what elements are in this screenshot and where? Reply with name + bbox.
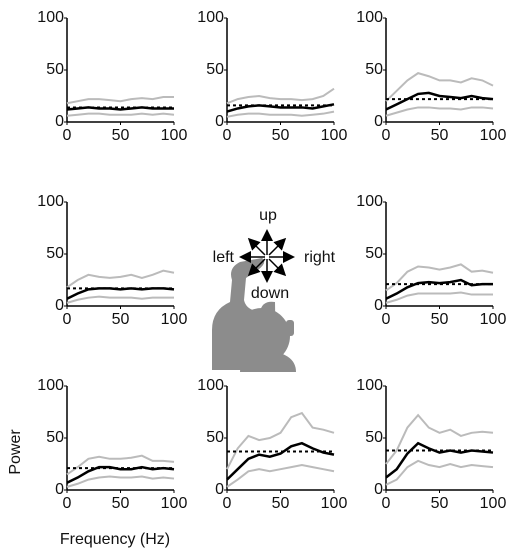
y-tick-label: 0 xyxy=(215,481,224,498)
x-tick-label: 100 xyxy=(480,311,507,328)
y-tick-label: 50 xyxy=(46,245,64,262)
series-line xyxy=(226,411,335,470)
series-line xyxy=(226,110,335,118)
y-tick-label: 100 xyxy=(37,377,64,394)
series-line xyxy=(66,295,174,304)
y-tick-label: 100 xyxy=(37,9,64,26)
y-tick-label: 50 xyxy=(365,429,383,446)
y-tick-label: 0 xyxy=(374,297,383,314)
y-tick-label: 50 xyxy=(365,245,383,262)
series-line xyxy=(226,441,335,481)
direction-arrows xyxy=(239,229,295,283)
x-tick-label: 0 xyxy=(382,127,391,144)
x-tick-label: 100 xyxy=(480,495,507,512)
direction-label: up xyxy=(259,207,277,224)
x-tick-label: 0 xyxy=(223,495,232,512)
y-tick-label: 100 xyxy=(356,9,383,26)
x-tick-label: 50 xyxy=(431,495,449,512)
x-tick-label: 50 xyxy=(112,495,130,512)
x-tick-label: 0 xyxy=(382,311,391,328)
series-line xyxy=(226,103,335,113)
series-line xyxy=(385,291,493,304)
x-tick-label: 100 xyxy=(161,495,188,512)
x-tick-label: 100 xyxy=(161,127,188,144)
direction-label: left xyxy=(213,249,235,266)
y-tick-label: 0 xyxy=(374,113,383,130)
series-line xyxy=(66,465,175,484)
x-tick-label: 50 xyxy=(112,311,130,328)
direction-label: right xyxy=(304,249,336,266)
series-line xyxy=(385,413,494,465)
series-line xyxy=(66,287,175,300)
y-tick-label: 100 xyxy=(37,193,64,210)
x-tick-label: 0 xyxy=(63,495,72,512)
series-line xyxy=(385,106,494,117)
series-line xyxy=(385,278,493,300)
x-tick-label: 0 xyxy=(63,311,72,328)
x-tick-label: 0 xyxy=(223,127,232,144)
x-tick-label: 0 xyxy=(63,127,72,144)
x-tick-label: 100 xyxy=(161,311,188,328)
y-tick-label: 50 xyxy=(206,61,224,78)
series-line xyxy=(226,87,335,105)
series-line xyxy=(226,464,335,488)
y-tick-label: 50 xyxy=(365,61,383,78)
direction-label: down xyxy=(251,285,289,302)
series-line xyxy=(385,441,494,479)
series-line xyxy=(66,269,175,289)
x-axis-label: Frequency (Hz) xyxy=(60,531,170,548)
y-axis-label: Power xyxy=(7,429,24,475)
y-tick-label: 0 xyxy=(55,297,64,314)
y-tick-label: 0 xyxy=(55,113,64,130)
y-tick-label: 100 xyxy=(356,377,383,394)
series-line xyxy=(66,96,174,105)
y-tick-label: 50 xyxy=(46,429,64,446)
x-tick-label: 0 xyxy=(382,495,391,512)
y-tick-label: 100 xyxy=(197,9,224,26)
series-line xyxy=(66,454,175,476)
x-tick-label: 50 xyxy=(272,127,290,144)
x-tick-label: 100 xyxy=(480,127,507,144)
series-line xyxy=(385,263,494,292)
series-line xyxy=(385,91,494,111)
x-tick-label: 50 xyxy=(112,127,130,144)
x-tick-label: 50 xyxy=(431,311,449,328)
x-tick-label: 50 xyxy=(431,127,449,144)
y-tick-label: 100 xyxy=(197,377,224,394)
y-tick-label: 0 xyxy=(215,113,224,130)
series-line xyxy=(385,459,494,486)
series-line xyxy=(385,72,494,102)
y-tick-label: 100 xyxy=(356,193,383,210)
head-illustration xyxy=(212,258,296,372)
y-tick-label: 0 xyxy=(55,481,64,498)
y-tick-label: 0 xyxy=(374,481,383,498)
x-tick-label: 50 xyxy=(272,495,290,512)
x-tick-label: 100 xyxy=(321,495,348,512)
series-line xyxy=(66,106,174,111)
x-tick-label: 100 xyxy=(321,127,348,144)
series-line xyxy=(66,112,175,117)
y-tick-label: 50 xyxy=(206,429,224,446)
series-line xyxy=(66,475,175,488)
y-tick-label: 50 xyxy=(46,61,64,78)
